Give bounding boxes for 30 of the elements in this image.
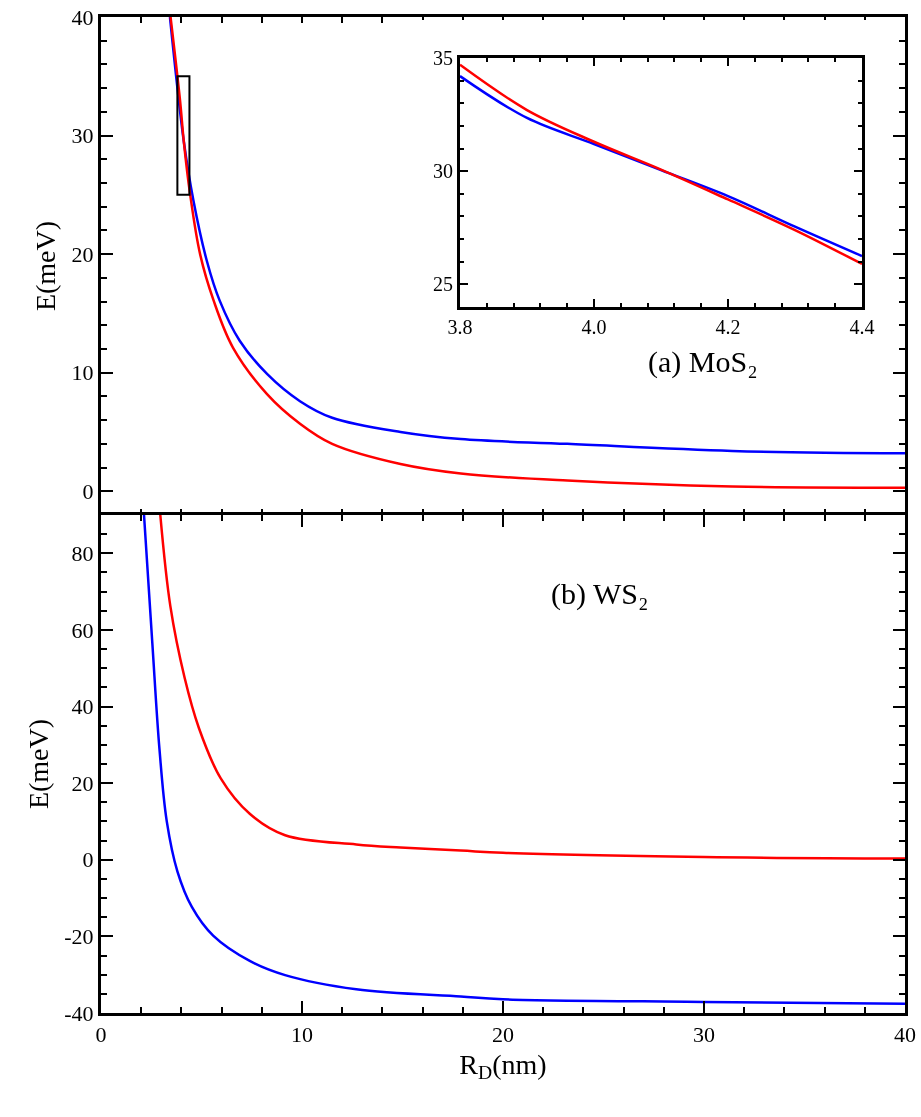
- x-axis-title: R$_{D}$(nm): [459, 1048, 547, 1084]
- y-tick-label: 30: [71, 123, 94, 149]
- x-tick-label: 4.4: [849, 316, 875, 338]
- x-tick-label: 10: [291, 1022, 313, 1048]
- x-tick-label: 4.2: [715, 316, 741, 338]
- y-tick-label: 0: [82, 478, 94, 504]
- y-tick-label: 10: [71, 360, 94, 386]
- y-tick-label: 60: [71, 617, 94, 643]
- y-tick-label: 30: [433, 160, 453, 183]
- x-tick-label: 40: [894, 1022, 916, 1048]
- x-tick-label: 20: [492, 1022, 514, 1048]
- y-axis-title: E(meV): [30, 220, 62, 312]
- y-tick-label: 20: [71, 241, 94, 267]
- x-tick-label: 4.0: [581, 316, 607, 338]
- y-axis-title: E(meV): [22, 718, 54, 810]
- y-tick-label: 35: [433, 47, 453, 69]
- y-tick-label: 0: [82, 847, 94, 873]
- y-tick-label: -20: [64, 924, 94, 950]
- y-tick-label: 25: [433, 273, 453, 296]
- x-tick-label: 3.8: [447, 316, 473, 338]
- line-series: [142, 515, 905, 1006]
- annotation: (a) MoS₂: [648, 345, 758, 379]
- line-series: [159, 515, 905, 860]
- y-tick-label: 20: [71, 770, 94, 796]
- x-tick-label: 30: [693, 1022, 715, 1048]
- y-tick-label: 40: [71, 694, 94, 720]
- y-tick-label: 40: [71, 4, 94, 30]
- y-tick-label: -40: [64, 1000, 94, 1026]
- y-tick-label: 80: [71, 541, 94, 567]
- annotation: (b) WS₂: [551, 577, 649, 611]
